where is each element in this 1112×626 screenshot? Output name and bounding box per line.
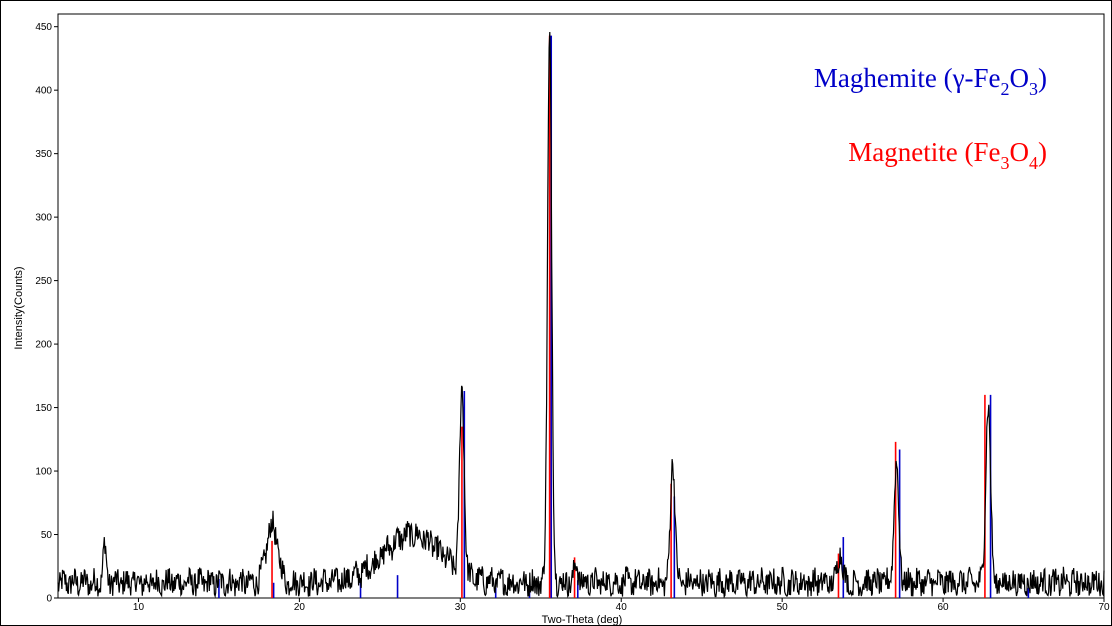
y-tick-label: 400 — [35, 86, 52, 97]
legend: Maghemite (γ-Fe2O3) Magnetite (Fe3O4) — [814, 63, 1047, 173]
y-tick-label: 150 — [35, 403, 52, 414]
x-tick-label: 50 — [777, 602, 789, 613]
maghemite-legend-label: Maghemite (γ-Fe2O3) — [814, 63, 1047, 99]
magnetite-legend-label: Magnetite (Fe3O4) — [848, 137, 1047, 173]
x-tick-label: 70 — [1098, 602, 1110, 613]
x-tick-label: 30 — [455, 602, 467, 613]
plot-area — [57, 13, 1105, 599]
x-axis-label: Two-Theta (deg) — [542, 614, 623, 626]
x-axis: 10 20 30 40 50 60 70 — [133, 598, 1110, 613]
y-tick-label: 300 — [35, 213, 52, 224]
x-tick-label: 20 — [294, 602, 306, 613]
pattern-line — [57, 31, 1105, 599]
plot-border — [57, 13, 1105, 599]
x-tick-label: 40 — [616, 602, 628, 613]
y-axis: 0 50 100 150 200 250 300 350 400 450 — [35, 22, 58, 605]
y-tick-label: 100 — [35, 467, 52, 478]
x-tick-label: 60 — [938, 602, 950, 613]
y-tick-label: 350 — [35, 149, 52, 160]
y-axis-label: Intensity(Counts) — [13, 266, 25, 349]
y-tick-label: 450 — [35, 22, 52, 33]
x-tick-label: 10 — [133, 602, 145, 613]
reference-lines — [218, 35, 1030, 598]
diffraction-pattern — [57, 31, 1105, 599]
y-tick-label: 50 — [41, 530, 53, 541]
y-tick-label: 250 — [35, 276, 52, 287]
y-tick-label: 0 — [46, 594, 52, 605]
y-tick-label: 200 — [35, 340, 52, 351]
